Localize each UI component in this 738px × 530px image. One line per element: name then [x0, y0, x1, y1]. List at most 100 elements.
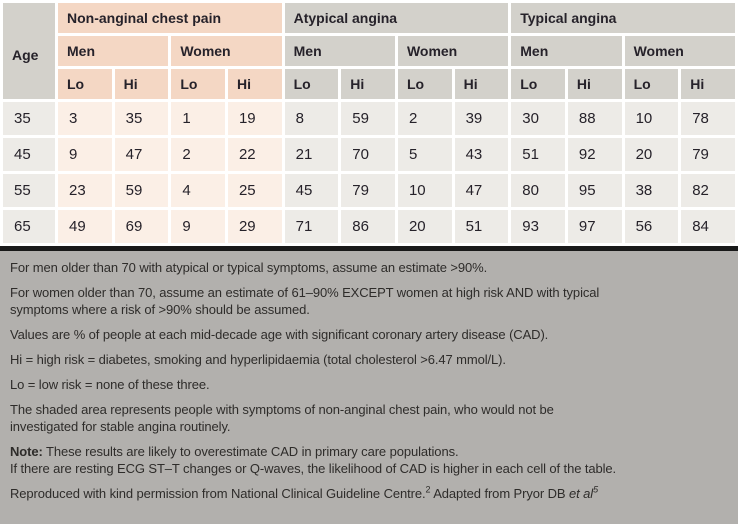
risk-header: Lo: [397, 69, 452, 99]
value-cell: 25: [227, 174, 282, 207]
value-cell: 59: [341, 102, 395, 135]
value-cell: 80: [511, 174, 565, 207]
risk-header: Hi: [454, 69, 509, 99]
footnote-line: investigated for stable angina routinely…: [10, 419, 231, 434]
value-cell: 30: [511, 102, 565, 135]
value-cell: 38: [624, 174, 679, 207]
value-cell: 23: [58, 174, 112, 207]
footnote-line: For men older than 70 with atypical or t…: [10, 260, 488, 275]
note-text: These results are likely to overestimate…: [42, 444, 459, 459]
sex-header-row: Men Women Men Women Men Women: [3, 36, 735, 66]
footnote-note: Note: These results are likely to overes…: [10, 443, 728, 477]
value-cell: 97: [567, 210, 622, 243]
sex-header-women-non-anginal: Women: [171, 36, 282, 66]
risk-header: Lo: [511, 69, 565, 99]
footnote-line: symptoms where a risk of >90% should be …: [10, 302, 310, 317]
risk-header: Hi: [114, 69, 169, 99]
sex-header-men-atypical: Men: [284, 36, 395, 66]
value-cell: 78: [681, 102, 735, 135]
risk-header: Lo: [624, 69, 679, 99]
footnote-line: Hi = high risk = diabetes, smoking and h…: [10, 352, 506, 367]
risk-header: Lo: [284, 69, 339, 99]
value-cell: 47: [454, 174, 509, 207]
age-cell: 35: [3, 102, 55, 135]
value-cell: 4: [171, 174, 225, 207]
risk-header: Lo: [171, 69, 225, 99]
value-cell: 71: [284, 210, 339, 243]
value-cell: 92: [567, 138, 622, 171]
age-cell: 55: [3, 174, 55, 207]
footnote-credit: Reproduced with kind permission from Nat…: [10, 485, 728, 502]
table-footer-divider: [0, 246, 738, 251]
cad-risk-table: Age Non-anginal chest pain Atypical angi…: [0, 0, 738, 246]
value-cell: 45: [284, 174, 339, 207]
value-cell: 20: [397, 210, 452, 243]
footnote-line: Lo = low risk = none of these three.: [10, 377, 210, 392]
footnote-lo-definition: Lo = low risk = none of these three.: [10, 376, 728, 393]
risk-header: Lo: [58, 69, 112, 99]
value-cell: 49: [58, 210, 112, 243]
footnotes-panel: For men older than 70 with atypical or t…: [0, 251, 738, 524]
group-header-non-anginal: Non-anginal chest pain: [58, 3, 282, 33]
value-cell: 43: [454, 138, 509, 171]
footnote-values-definition: Values are % of people at each mid-decad…: [10, 326, 728, 343]
sex-header-men-non-anginal: Men: [58, 36, 169, 66]
value-cell: 88: [567, 102, 622, 135]
value-cell: 9: [58, 138, 112, 171]
value-cell: 51: [511, 138, 565, 171]
age-cell: 45: [3, 138, 55, 171]
footnote-line: The shaded area represents people with s…: [10, 402, 554, 417]
value-cell: 82: [681, 174, 735, 207]
footnote-women-over-70: For women older than 70, assume an estim…: [10, 284, 728, 318]
credit-et-al: et al: [569, 486, 594, 501]
credit-text: Reproduced with kind permission from Nat…: [10, 486, 426, 501]
sex-header-men-typical: Men: [511, 36, 622, 66]
value-cell: 2: [171, 138, 225, 171]
value-cell: 93: [511, 210, 565, 243]
value-cell: 20: [624, 138, 679, 171]
footnote-line: Reproduced with kind permission from Nat…: [10, 485, 728, 502]
credit-reference-5: 5: [593, 484, 598, 495]
table-row-age-65: 65 49 69 9 29 71 86 20 51 93 97 56 84: [3, 210, 735, 243]
value-cell: 10: [624, 102, 679, 135]
value-cell: 39: [454, 102, 509, 135]
group-header-row: Age Non-anginal chest pain Atypical angi…: [3, 3, 735, 99]
value-cell: 22: [227, 138, 282, 171]
value-cell: 29: [227, 210, 282, 243]
value-cell: 8: [284, 102, 339, 135]
risk-header: Hi: [681, 69, 735, 99]
value-cell: 21: [284, 138, 339, 171]
footnote-line: For women older than 70, assume an estim…: [10, 285, 600, 300]
sex-header-women-atypical: Women: [397, 36, 509, 66]
group-header-typical: Typical angina: [511, 3, 735, 33]
value-cell: 1: [171, 102, 225, 135]
footnote-hi-definition: Hi = high risk = diabetes, smoking and h…: [10, 351, 728, 368]
table-row-age-45: 45 9 47 2 22 21 70 5 43 51 92 20 79: [3, 138, 735, 171]
credit-text: Adapted from Pryor DB: [430, 486, 569, 501]
table-row-age-55: 55 23 59 4 25 45 79 10 47 80 95 38 82: [3, 174, 735, 207]
note-label: Note:: [10, 444, 43, 459]
value-cell: 10: [397, 174, 452, 207]
risk-header: Hi: [341, 69, 395, 99]
value-cell: 19: [227, 102, 282, 135]
value-cell: 70: [341, 138, 395, 171]
footnote-shaded-area: The shaded area represents people with s…: [10, 401, 728, 435]
value-cell: 2: [397, 102, 452, 135]
risk-header-row: Lo Hi Lo Hi Lo Hi Lo Hi Lo Hi Lo Hi: [3, 69, 735, 99]
footnote-line: Values are % of people at each mid-decad…: [10, 327, 549, 342]
value-cell: 95: [567, 174, 622, 207]
value-cell: 56: [624, 210, 679, 243]
value-cell: 47: [114, 138, 169, 171]
footnote-line: Note: These results are likely to overes…: [10, 443, 728, 460]
value-cell: 3: [58, 102, 112, 135]
footnote-men-over-70: For men older than 70 with atypical or t…: [10, 259, 728, 276]
risk-header: Hi: [227, 69, 282, 99]
credit-reference-2: 2: [425, 484, 431, 495]
table-row-age-35: 35 3 35 1 19 8 59 2 39 30 88 10 78: [3, 102, 735, 135]
value-cell: 59: [114, 174, 169, 207]
value-cell: 84: [681, 210, 735, 243]
value-cell: 35: [114, 102, 169, 135]
value-cell: 79: [341, 174, 395, 207]
risk-header: Hi: [567, 69, 622, 99]
